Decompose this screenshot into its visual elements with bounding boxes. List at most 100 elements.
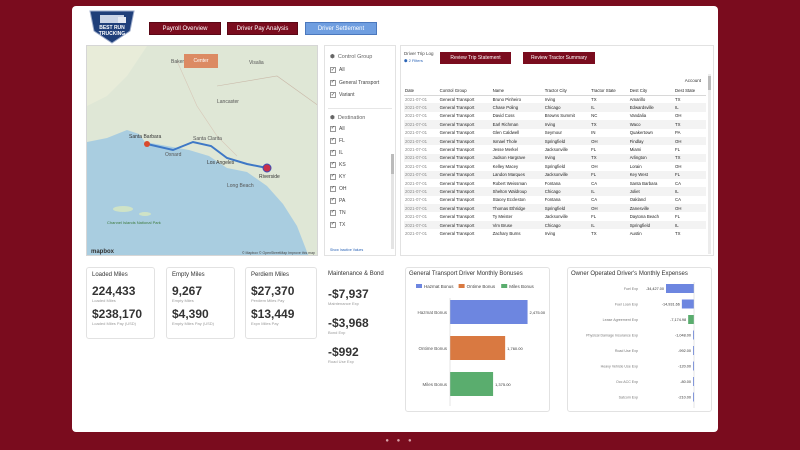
control-group-option[interactable]: ✓ Variant — [325, 89, 395, 102]
destination-option[interactable]: ✓ FL — [325, 135, 395, 147]
destination-marker[interactable] — [262, 163, 272, 173]
checkbox-icon[interactable]: ✓ — [330, 137, 336, 144]
category-label: Physical Damage Insurance Exp — [586, 334, 638, 338]
perdiem-miles-pay-label: Perdiem Miles Pay — [251, 298, 285, 303]
card-title: Empty Miles — [172, 272, 205, 278]
table-cell: Shelton Waldroup — [491, 187, 544, 196]
destination-option[interactable]: ✓ TN — [325, 207, 395, 219]
table-row[interactable]: 2021-07-01 General Transport Judson Hargra… — [404, 153, 706, 163]
table-row[interactable]: 2021-07-01 General Transport David Coss Bro… — [404, 112, 706, 120]
checkbox-icon[interactable]: ✓ — [330, 185, 336, 192]
destination-option[interactable]: ✓ OH — [325, 183, 395, 195]
map-attribution[interactable]: © Mapbox © OpenStreetMap Improve this ma… — [242, 251, 315, 255]
driver-pay-analysis-button[interactable]: Driver Pay Analysis — [227, 22, 298, 35]
checkbox-icon[interactable]: ✓ — [330, 221, 336, 228]
data-label: -1,048.00 — [675, 334, 691, 338]
table-cell: General Transport — [439, 96, 475, 102]
table-row[interactable]: 2021-07-01 General Transport Shelton Waldr… — [404, 187, 706, 196]
driver-settlement-button[interactable]: Driver Settlement — [305, 22, 377, 35]
category-label: Lease Agreement Exp — [603, 318, 638, 322]
column-header[interactable]: Tractor City — [543, 86, 591, 96]
destination-option[interactable]: ✓ PA — [325, 195, 395, 207]
table-cell: Santa Barbara — [629, 180, 658, 186]
table-cell: Ty Meister — [492, 214, 513, 220]
column-header[interactable]: Dest State — [674, 86, 706, 96]
table-cell: PA — [675, 130, 681, 136]
trip-table: Date Control Group Name Tractor City Tractor… — [404, 86, 706, 238]
map-center-button[interactable]: Center — [184, 54, 218, 68]
table-cell: 2021-07-01 — [404, 220, 439, 230]
chart-title: General Transport Driver Monthly Bonuses — [409, 271, 523, 277]
table-cell: TX — [675, 230, 681, 236]
data-label: 1,760.00 — [507, 346, 523, 351]
table-row[interactable]: 2021-07-01 General Transport Kelley Macey S… — [404, 162, 706, 170]
table-row[interactable]: 2021-07-01 General Transport Landon Marque… — [404, 170, 706, 179]
review-tractor-summary-button[interactable]: Review Tractor Summary — [523, 52, 595, 64]
category-label: Fuel Loan Exp — [615, 303, 638, 307]
checkbox-icon[interactable]: ✓ — [330, 66, 336, 74]
payroll-overview-button[interactable]: Payroll Overview — [149, 22, 221, 35]
show-inactive-values-link[interactable]: Show Inactive Values — [330, 248, 364, 252]
table-row[interactable]: 2021-07-01 General Transport Chase Poling C… — [404, 103, 706, 112]
table-row[interactable]: 2021-07-01 General Transport Glen Caldwell… — [404, 129, 706, 137]
table-row[interactable]: 2021-07-01 General Transport Stacey Eccles… — [404, 196, 706, 204]
checkbox-icon[interactable]: ✓ — [330, 173, 336, 180]
origin-marker[interactable] — [144, 141, 150, 147]
table-cell: Key West — [628, 170, 675, 179]
checkbox-icon[interactable]: ✓ — [330, 197, 336, 204]
column-header[interactable]: Tractor State — [590, 86, 629, 96]
table-cell: 2021-07-01 — [404, 153, 439, 163]
table-row[interactable]: 2021-07-01 General Transport Ty Meister Jac… — [404, 212, 706, 220]
table-cell: Earl Richman — [491, 120, 544, 129]
maintenance-exp-value: -$7,937 — [328, 287, 369, 301]
table-row[interactable]: 2021-07-01 General Transport Zachary Burns… — [404, 229, 706, 237]
destination-option[interactable]: ✓ KY — [325, 171, 395, 183]
review-trip-statement-button[interactable]: Review Trip Statement — [440, 52, 511, 64]
column-header[interactable]: Date — [404, 86, 439, 96]
table-cell: CA — [591, 197, 598, 203]
column-header[interactable]: Name — [491, 86, 544, 96]
table-cell: TX — [674, 153, 706, 163]
control-group-option[interactable]: ✓ All — [325, 64, 395, 77]
empty-miles-pay-value: $4,390 — [172, 307, 209, 321]
table-row[interactable]: 2021-07-01 General Transport Robert Weissm… — [404, 179, 706, 187]
checkbox-icon[interactable]: ✓ — [330, 161, 336, 168]
table-row[interactable]: 2021-07-01 General Transport Thomas Ethrid… — [404, 204, 706, 213]
loaded-miles-pay-value: $238,170 — [92, 307, 143, 321]
table-row[interactable]: 2021-07-01 General Transport Bruno Pinheir… — [404, 95, 706, 103]
page-indicator[interactable]: ● ● ● — [385, 438, 415, 444]
checkbox-icon[interactable]: ✓ — [330, 149, 336, 156]
table-cell: Quakertown — [629, 130, 653, 136]
checkbox-icon[interactable]: ✓ — [330, 209, 336, 216]
expenses-chart-card: Owner Operated Driver's Monthly Expenses… — [567, 267, 712, 412]
table-cell: Fontana — [544, 180, 561, 186]
destination-option[interactable]: ✓ TX — [325, 219, 395, 231]
destination-option[interactable]: ✓ KS — [325, 159, 395, 171]
legend-label: Ontime Bonus — [467, 284, 496, 289]
checkbox-icon[interactable]: ✓ — [330, 79, 336, 86]
table-row[interactable]: 2021-07-01 General Transport Jesse Merkel J… — [404, 145, 706, 153]
table-cell: 2021-07-01 — [405, 113, 427, 119]
table-cell: Austin — [629, 230, 642, 236]
column-header[interactable]: Dest City — [628, 86, 675, 96]
table-cell: Glen Caldwell — [492, 130, 520, 136]
route-map[interactable]: Bakersfield Visalia Lancaster Santa Barb… — [86, 45, 318, 256]
category-label: Ontime Bonus — [418, 346, 447, 351]
table-cell: TX — [675, 96, 681, 102]
column-header[interactable]: Control Group — [438, 86, 492, 96]
table-row[interactable]: 2021-07-01 General Transport Earl Richman I… — [404, 120, 706, 129]
trip-log-filters[interactable]: ⬢ 2 Filters — [404, 58, 423, 63]
checkbox-icon[interactable]: ✓ — [330, 125, 336, 132]
legend-swatch — [416, 284, 422, 288]
destination-option[interactable]: ✓ All — [325, 123, 395, 135]
destination-filter-title: ⬢ Destination — [325, 115, 395, 121]
trip-table-scrollbar[interactable] — [708, 74, 711, 254]
table-row[interactable]: 2021-07-01 General Transport Ismael Thole S… — [404, 136, 706, 146]
chart-title: Owner Operated Driver's Monthly Expenses — [571, 271, 688, 277]
loaded-miles-value: 224,433 — [92, 284, 136, 298]
table-row[interactable]: 2021-07-01 General Transport Vim Bruse Chic… — [404, 220, 706, 230]
filter-scrollbar[interactable] — [391, 154, 394, 249]
control-group-option[interactable]: ✓ General Transport — [325, 77, 395, 90]
destination-option[interactable]: ✓ IL — [325, 147, 395, 159]
checkbox-icon[interactable]: ✓ — [330, 91, 336, 99]
